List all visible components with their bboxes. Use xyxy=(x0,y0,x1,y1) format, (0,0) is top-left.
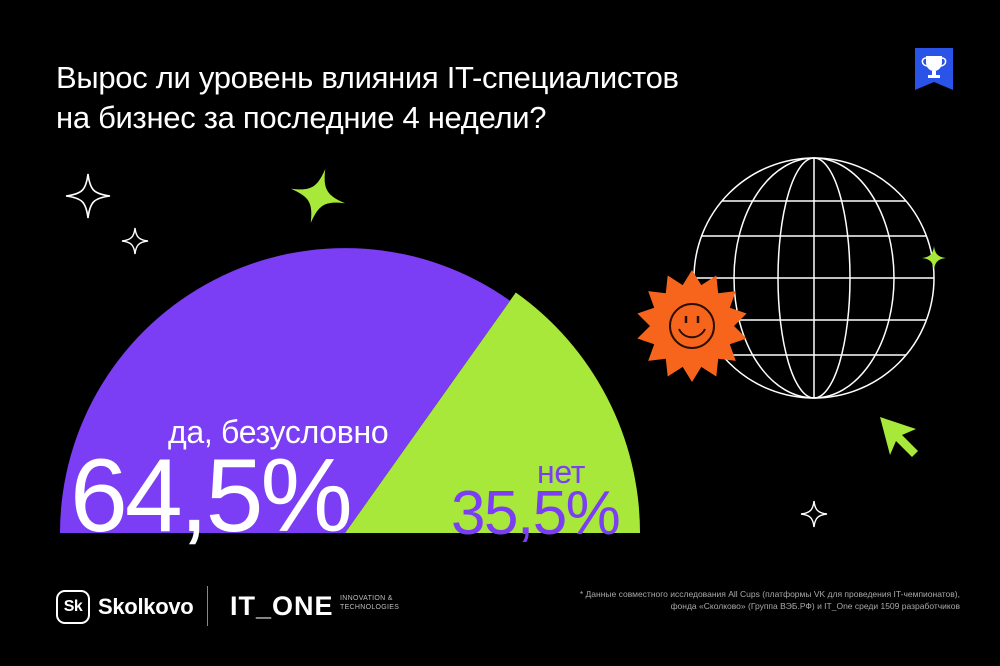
footnote-line-1: * Данные совместного исследования All Cu… xyxy=(579,589,960,599)
itone-logo: IT_ONE xyxy=(230,591,334,621)
slice-value-no: 35,5% xyxy=(451,479,621,548)
globe-icon xyxy=(693,157,935,399)
pie-slice-yes xyxy=(60,248,510,533)
trophy-badge-icon xyxy=(915,48,953,90)
cursor-arrow-icon xyxy=(880,417,918,457)
sparkle-icon xyxy=(65,173,111,219)
sparkle-icon xyxy=(121,227,149,255)
slice-label-no: нет xyxy=(537,454,586,490)
title-line-1: Вырос ли уровень влияния IT-специалистов xyxy=(56,60,679,95)
footnote: * Данные совместного исследования All Cu… xyxy=(500,588,960,612)
skolkovo-name: Skolkovo xyxy=(98,594,194,619)
skolkovo-logo: Sk Skolkovo xyxy=(56,590,194,624)
footer-divider xyxy=(207,586,208,626)
sparkle-icon xyxy=(922,246,946,270)
slice-value-yes: 64,5% xyxy=(70,438,353,554)
itone-tagline: INNOVATION & TECHNOLOGIES xyxy=(340,595,400,611)
chart-title: Вырос ли уровень влияния IT-специалистов… xyxy=(56,58,756,138)
title-line-2: на бизнес за последние 4 недели? xyxy=(56,100,547,135)
smiley-sun-icon xyxy=(637,270,747,382)
sparkle-icon xyxy=(800,500,828,528)
slice-label-yes: да, безусловно xyxy=(168,414,389,450)
footnote-line-2: фонда «Сколково» (Группа ВЭБ.РФ) и IT_On… xyxy=(670,601,960,611)
sk-badge: Sk xyxy=(56,590,90,624)
sparkle-icon xyxy=(290,168,346,224)
pie-slice-no xyxy=(345,292,640,533)
